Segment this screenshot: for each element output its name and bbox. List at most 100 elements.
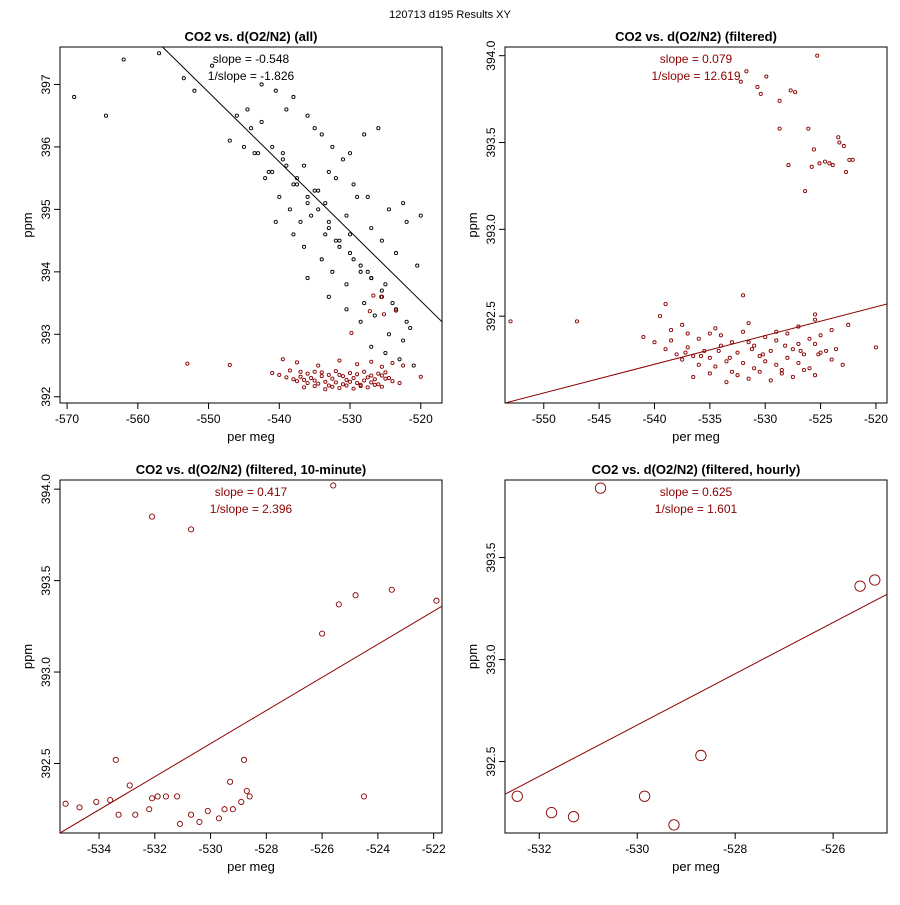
- data-point: [812, 317, 818, 322]
- data-point: [735, 350, 740, 355]
- data-point: [126, 782, 133, 789]
- y-tick-label: 395: [39, 199, 53, 219]
- data-point: [319, 374, 324, 379]
- y-tick-label: 393.0: [484, 214, 498, 244]
- data-point: [246, 793, 253, 800]
- data-point: [273, 219, 278, 224]
- data-point: [280, 157, 285, 162]
- data-point: [669, 328, 674, 333]
- data-point: [148, 795, 156, 802]
- data-point: [713, 364, 718, 369]
- data-point: [330, 144, 335, 149]
- data-point: [277, 194, 282, 199]
- data-point: [344, 307, 349, 312]
- data-point: [641, 334, 646, 340]
- data-point: [121, 57, 126, 62]
- x-axis-label: per meg: [672, 429, 720, 444]
- data-point: [774, 338, 779, 343]
- data-point: [793, 90, 798, 95]
- data-point: [638, 790, 651, 802]
- data-point: [801, 367, 807, 373]
- data-point: [850, 157, 855, 162]
- data-point: [333, 176, 338, 181]
- x-tick-label: -545: [587, 412, 611, 426]
- data-point: [744, 69, 749, 74]
- data-point: [807, 366, 812, 371]
- data-point: [836, 135, 841, 140]
- plot-area: [505, 53, 887, 403]
- data-point: [663, 347, 668, 352]
- data-point: [809, 164, 814, 169]
- data-point: [812, 312, 818, 317]
- data-point: [344, 377, 349, 382]
- data-point: [330, 482, 337, 489]
- data-point: [259, 82, 264, 87]
- data-point: [351, 257, 356, 262]
- data-point: [337, 372, 342, 377]
- data-point: [752, 366, 757, 371]
- data-point: [280, 151, 285, 156]
- data-point: [376, 371, 381, 376]
- data-point: [379, 384, 384, 389]
- data-point: [746, 376, 751, 381]
- data-point: [777, 98, 782, 103]
- data-point: [415, 263, 420, 268]
- data-point: [362, 378, 367, 383]
- slope-annotation: 1/slope = 12.619: [651, 69, 740, 83]
- data-point: [381, 312, 387, 317]
- data-point: [115, 811, 122, 818]
- y-tick-label: 394.0: [39, 474, 53, 504]
- data-point: [369, 373, 374, 378]
- data-point: [340, 157, 346, 162]
- data-point: [234, 113, 239, 118]
- data-point: [669, 338, 674, 343]
- data-point: [221, 806, 228, 813]
- data-point: [330, 269, 335, 274]
- x-tick-label: -532: [527, 842, 551, 856]
- x-tick-label: -530: [199, 842, 223, 856]
- data-point: [270, 370, 275, 376]
- data-point: [379, 364, 384, 369]
- data-point: [685, 345, 690, 350]
- data-point: [707, 371, 712, 376]
- data-point: [270, 169, 275, 174]
- fit-line: [60, 605, 442, 833]
- data-point: [162, 793, 170, 800]
- data-point: [369, 226, 374, 231]
- x-tick-label: -535: [698, 412, 722, 426]
- data-point: [294, 379, 300, 384]
- data-point: [337, 238, 342, 243]
- plot-area: [505, 482, 887, 831]
- data-point: [663, 301, 668, 307]
- data-point: [277, 372, 282, 377]
- data-point: [397, 357, 402, 362]
- data-point: [362, 301, 367, 306]
- data-point: [188, 526, 195, 533]
- data-point: [657, 314, 663, 319]
- y-axis-label: ppm: [20, 212, 35, 237]
- data-point: [383, 376, 388, 381]
- data-point: [846, 322, 851, 327]
- data-point: [376, 382, 381, 387]
- data-point: [372, 382, 377, 387]
- data-point: [790, 374, 795, 380]
- data-point: [807, 336, 812, 341]
- data-point: [215, 815, 222, 822]
- data-point: [358, 263, 363, 268]
- data-point: [811, 147, 816, 152]
- data-point: [818, 333, 823, 338]
- data-point: [388, 586, 395, 593]
- data-point: [340, 382, 346, 387]
- plot-area: [72, 47, 442, 392]
- data-point: [713, 326, 718, 331]
- data-point: [326, 294, 331, 299]
- data-point: [674, 352, 679, 357]
- data-point: [76, 804, 83, 811]
- data-point: [827, 161, 832, 166]
- data-point: [347, 379, 353, 384]
- x-axis-label: per meg: [227, 859, 275, 874]
- data-point: [777, 126, 782, 131]
- data-point: [349, 330, 354, 336]
- data-point: [333, 380, 338, 385]
- data-point: [511, 790, 523, 802]
